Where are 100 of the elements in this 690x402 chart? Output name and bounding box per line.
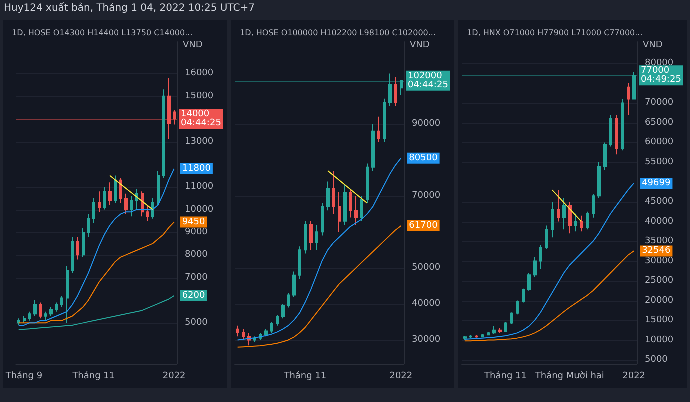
candlestick: [568, 202, 572, 234]
candlestick: [49, 306, 53, 317]
y-tick-label: 35000: [645, 236, 674, 247]
candlestick: [124, 193, 128, 215]
candlestick: [60, 295, 63, 308]
ref-line-label: 102000 04:44:25: [408, 71, 448, 90]
candlestick: [304, 220, 307, 254]
candlestick: [338, 192, 341, 233]
x-tick-label: Tháng 11: [72, 370, 116, 382]
candlestick: [298, 246, 301, 280]
data-label: 80500: [409, 153, 438, 164]
chart-title: 1D, HOSE O14300 H14400 L13750 C14000...: [12, 28, 193, 38]
candlestick: [475, 334, 478, 338]
candlestick: [151, 198, 154, 220]
y-axis-title: VND: [183, 40, 203, 50]
data-label: 11800: [182, 164, 212, 174]
y-tick-label: 70000: [645, 98, 674, 108]
candlestick: [383, 98, 386, 143]
y-tick-label: 60000: [645, 138, 674, 148]
candlestick: [162, 89, 165, 179]
candlestick: [315, 224, 318, 251]
candlestick: [394, 76, 397, 107]
x-tick-label: 2022: [622, 372, 646, 382]
candlestick: [343, 184, 347, 226]
candlestick: [157, 170, 160, 206]
candlestick: [557, 190, 560, 222]
candlestick: [469, 335, 472, 339]
y-tick-label: 9000: [185, 227, 208, 238]
y-tick-label: 15000: [185, 91, 214, 102]
x-tick-label: Tháng Mười hai: [534, 370, 604, 382]
candlestick: [17, 318, 20, 326]
line-series: [464, 182, 635, 340]
ref-line-label: 14000 04:44:25: [181, 110, 222, 129]
candlestick: [66, 266, 69, 324]
chart-title: 1D, HNX O71000 H77900 L71000 C77000...: [467, 28, 643, 38]
y-tick-label: 40000: [645, 216, 674, 227]
candlestick: [292, 271, 296, 298]
data-label: 61700: [409, 221, 438, 232]
data-label: 49699: [642, 178, 671, 188]
candlestick: [527, 272, 531, 292]
candlestick: [87, 214, 90, 238]
candlestick: [621, 98, 624, 152]
candlestick: [114, 175, 117, 204]
candlestick: [349, 188, 352, 218]
y-tick-label: 8000: [185, 250, 208, 260]
y-tick-label: 45000: [645, 197, 674, 208]
candlestick: [332, 170, 335, 215]
line-series: [464, 250, 635, 342]
candlestick: [39, 302, 42, 320]
candlestick: [627, 82, 630, 116]
y-tick-label: 5000: [645, 355, 668, 366]
candlestick: [510, 312, 513, 325]
y-tick-label: 25000: [645, 276, 674, 286]
x-tick-label: Tháng 9: [4, 370, 43, 382]
candlestick: [92, 198, 95, 224]
candlestick: [609, 114, 612, 148]
x-tick-label: Tháng 11: [283, 370, 327, 382]
candlestick: [551, 202, 554, 238]
candlestick: [135, 188, 138, 210]
candlestick: [498, 328, 502, 334]
candlestick: [321, 202, 324, 236]
line-series: [18, 295, 175, 330]
candlestick: [522, 288, 525, 304]
y-tick-label: 13000: [185, 136, 214, 147]
candlestick: [28, 311, 31, 322]
y-axis-title: VND: [410, 40, 430, 50]
candlestick: [146, 204, 149, 222]
line-series: [18, 222, 175, 324]
text: Huy124 xuất bản, Tháng 1 04, 2022 10:25 UTC+7: [4, 3, 255, 14]
candlestick: [354, 196, 358, 226]
y-tick-label: 40000: [412, 299, 441, 310]
candlestick: [119, 178, 122, 204]
x-tick-label: 2022: [162, 372, 186, 382]
candlestick: [108, 182, 112, 206]
y-tick-label: 20000: [645, 296, 674, 306]
candlestick: [592, 194, 595, 218]
y-tick-label: 65000: [645, 118, 674, 128]
candlestick: [287, 292, 290, 308]
y-tick-label: 30000: [412, 335, 441, 346]
y-tick-label: 11000: [185, 182, 214, 192]
candlestick: [236, 325, 239, 338]
candlestick: [562, 198, 566, 230]
candlestick: [597, 162, 601, 199]
y-tick-label: 70000: [412, 191, 441, 202]
candlestick: [71, 236, 74, 274]
candlestick: [603, 142, 607, 171]
candlestick: [481, 334, 484, 338]
candlestick: [98, 191, 101, 213]
y-tick-label: 10000: [645, 335, 674, 346]
candlestick: [574, 213, 577, 232]
candlestick: [82, 227, 85, 258]
y-axis-title: VND: [643, 40, 663, 50]
data-label: 32546: [642, 246, 671, 256]
y-tick-label: 30000: [645, 256, 674, 266]
candlestick: [23, 316, 26, 324]
candlestick: [487, 332, 490, 336]
candlestick: [360, 196, 363, 222]
candlestick: [586, 211, 589, 230]
candlestick: [76, 236, 79, 260]
candlestick: [366, 163, 369, 204]
